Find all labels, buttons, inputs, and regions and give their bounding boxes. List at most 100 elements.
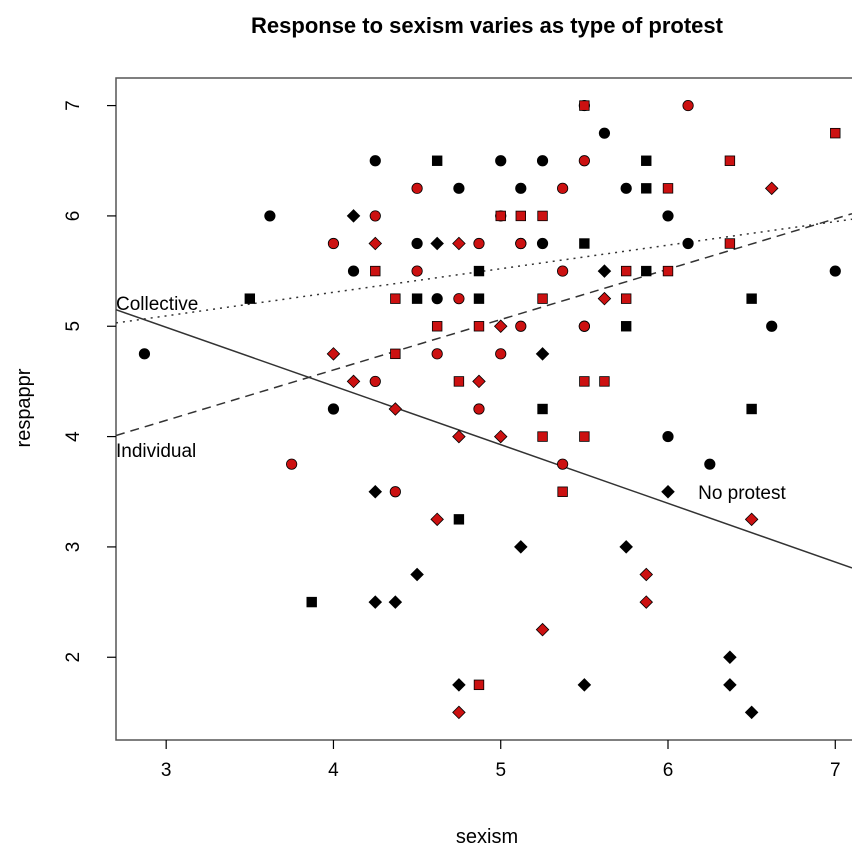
data-point-red-diamond (346, 374, 361, 389)
data-point-red-circle (431, 348, 443, 360)
data-point-black-square (431, 155, 443, 166)
data-point-red-square (579, 376, 590, 387)
data-point-black-circle (453, 182, 465, 194)
y-tick-label: 4 (63, 431, 84, 442)
data-point-black-circle (536, 237, 549, 250)
data-point-black-circle (536, 155, 549, 167)
data-point-black-square (473, 265, 485, 277)
data-point-red-square (390, 293, 401, 304)
data-point-black-circle (411, 237, 423, 250)
data-point-red-circle (557, 458, 569, 470)
data-point-red-square (620, 265, 632, 277)
y-tick-label: 3 (63, 542, 84, 553)
data-point-black-diamond (430, 236, 444, 251)
fit-line-individual (116, 212, 852, 437)
data-point-red-diamond (493, 319, 508, 334)
data-point-red-diamond (430, 512, 444, 527)
data-point-black-circle (598, 127, 611, 139)
data-point-red-diamond (326, 347, 341, 361)
line-label-collective: Collective (116, 294, 198, 315)
data-point-black-square (641, 183, 652, 194)
data-point-red-square (495, 210, 506, 222)
data-point-black-circle (620, 182, 632, 194)
data-point-red-square (557, 486, 568, 497)
data-point-red-circle (515, 237, 527, 250)
data-point-black-circle (766, 320, 778, 332)
data-point-red-circle (473, 237, 485, 250)
data-point-black-diamond (723, 678, 737, 692)
data-point-black-circle (495, 155, 507, 167)
data-point-black-square (453, 514, 465, 525)
data-point-black-diamond (661, 484, 675, 499)
data-point-red-circle (389, 486, 401, 498)
data-point-black-square (473, 293, 485, 304)
chart-title: Response to sexism varies as type of pro… (251, 13, 724, 38)
data-point-black-square (641, 265, 652, 277)
data-point-black-circle (369, 155, 381, 167)
data-point-black-diamond (368, 484, 383, 499)
data-point-black-circle (662, 210, 674, 222)
data-point-red-circle (369, 375, 381, 388)
data-point-red-diamond (639, 567, 654, 582)
data-point-red-circle (369, 210, 381, 222)
data-point-black-diamond (514, 540, 528, 554)
data-point-black-circle (264, 210, 276, 222)
data-point-red-circle (578, 155, 590, 167)
data-point-black-square (620, 321, 632, 332)
data-point-red-circle (286, 458, 298, 470)
plot-frame (115, 77, 852, 741)
data-point-red-square (390, 348, 401, 360)
data-point-black-circle (431, 293, 443, 305)
data-point-black-diamond (452, 678, 466, 692)
data-point-red-diamond (597, 291, 612, 306)
data-point-black-square (244, 293, 256, 304)
data-point-red-square (724, 238, 736, 249)
data-point-red-square (515, 210, 527, 222)
data-point-black-circle (662, 430, 674, 443)
data-point-red-square (473, 679, 485, 691)
data-point-black-circle (327, 403, 340, 415)
y-tick-label: 2 (63, 652, 84, 663)
data-point-red-square (830, 127, 841, 139)
data-point-black-diamond (723, 650, 737, 665)
data-point-black-diamond (368, 595, 383, 609)
data-point-red-circle (515, 320, 527, 332)
data-point-red-diamond (744, 512, 759, 527)
data-point-black-square (641, 155, 652, 166)
data-point-black-circle (347, 265, 360, 277)
data-point-black-diamond (388, 595, 403, 609)
data-point-black-square (579, 238, 590, 249)
data-point-black-diamond (410, 567, 424, 582)
data-point-black-diamond (346, 209, 361, 223)
fit-line-no-protest (116, 308, 852, 569)
data-point-black-diamond (577, 678, 592, 692)
data-point-red-circle (557, 265, 569, 277)
data-point-red-diamond (764, 181, 779, 196)
data-point-black-square (411, 293, 423, 304)
data-point-black-square (746, 403, 757, 415)
data-point-red-circle (411, 182, 423, 194)
y-tick-label: 5 (63, 321, 84, 332)
data-point-red-diamond (452, 705, 466, 720)
data-point-red-square (579, 431, 590, 442)
data-point-red-square (370, 265, 381, 277)
data-point-red-square (453, 376, 465, 387)
x-tick-label: 4 (328, 760, 339, 781)
data-point-red-circle (557, 182, 569, 194)
data-point-red-circle (495, 348, 507, 360)
data-point-red-circle (453, 293, 465, 305)
x-tick-label: 5 (495, 760, 506, 781)
data-point-red-diamond (639, 595, 654, 609)
data-point-black-diamond (744, 705, 759, 720)
data-point-red-circle (578, 320, 590, 332)
data-point-red-square (620, 293, 632, 304)
data-point-red-square (662, 183, 674, 194)
data-point-red-diamond (472, 374, 486, 389)
x-axis-title: sexism (456, 826, 518, 848)
data-point-black-square (537, 403, 548, 415)
x-tick-label: 6 (663, 760, 674, 781)
data-point-red-square (537, 210, 548, 222)
line-label-individual: Individual (116, 441, 196, 462)
data-point-black-circle (138, 348, 151, 360)
